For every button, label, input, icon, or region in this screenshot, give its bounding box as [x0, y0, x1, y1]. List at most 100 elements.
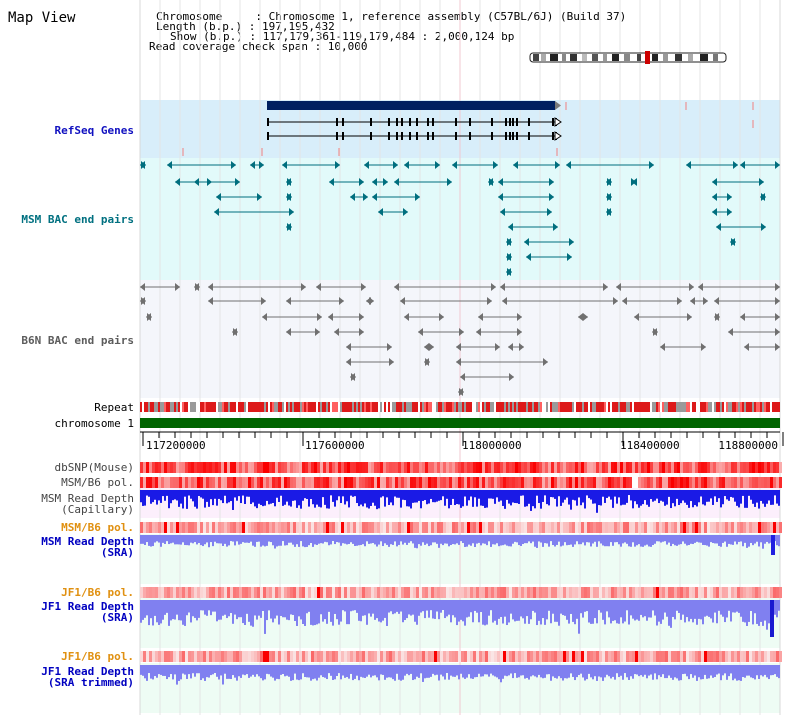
jf1-sra-depth-bar	[348, 600, 350, 625]
msm-sra-depth-bar	[318, 535, 320, 544]
jf1-pol-heatmap-2-cell	[755, 651, 758, 662]
msm-sra-depth-bar	[300, 535, 302, 542]
b6n-bac-end-pair-right-end	[703, 297, 708, 305]
msm-sra-depth-bar	[696, 535, 698, 542]
msm-capillary-depth-bar	[348, 490, 350, 508]
jf1-trimmed-depth-bar	[238, 665, 240, 677]
repeat-element	[312, 402, 314, 412]
heatmap-tracks[interactable]	[140, 462, 782, 662]
dbsnp-heatmap-cell	[713, 462, 716, 473]
msm-bac-end-pair-right-end	[761, 223, 766, 231]
repeat-element	[182, 402, 184, 412]
chromosome-region-bar[interactable]	[140, 418, 780, 428]
jf1-trimmed-depth-bar	[198, 665, 200, 674]
dbsnp-heatmap-cell	[245, 462, 248, 473]
label-dbsnp: dbSNP(Mouse)	[54, 461, 134, 474]
jf1-pol-heatmap-1-cell	[491, 587, 494, 598]
repeat-element	[496, 402, 498, 412]
msm-bac-end-pair-left-end	[216, 193, 221, 201]
msm-sra-depth-bar	[170, 535, 172, 544]
msm-pol-heatmap-1-cell	[410, 477, 413, 488]
jf1-sra-depth-baseline[interactable]	[140, 600, 780, 601]
jf1-sra-depth-bar	[528, 600, 530, 624]
repeat-element	[576, 402, 578, 412]
msm-sra-depth-bar	[538, 535, 540, 542]
msm-pol-heatmap-1-cell	[677, 477, 680, 488]
repeat-element	[654, 402, 656, 412]
jf1-sra-depth-bar	[648, 600, 650, 618]
msm-pol-heatmap-2-cell	[665, 522, 668, 533]
label-jf1-depth-trimmed: JF1 Read Depth (SRA trimmed)	[41, 665, 134, 689]
msm-pol-heatmap-2-cell	[191, 522, 194, 533]
msm-sra-depth-bar	[652, 535, 654, 546]
jf1-trimmed-depth-bar	[494, 665, 496, 677]
jf1-pol-heatmap-2-cell	[257, 651, 260, 662]
jf1-trimmed-depth-bar	[598, 665, 600, 677]
msm-capillary-depth-bar	[462, 490, 464, 507]
jf1-trimmed-depth-bar	[292, 665, 294, 681]
msm-capillary-depth-bar	[364, 490, 366, 504]
b6n-bac-end-pairs-track[interactable]	[140, 283, 780, 396]
msm-pol-heatmap-1-cell	[722, 477, 725, 488]
jf1-sra-depth-bar	[760, 600, 762, 622]
repeat-element	[286, 402, 288, 412]
msm-sra-depth-bar	[400, 535, 402, 542]
chromosome-bar[interactable]	[140, 418, 780, 428]
chromosome-ideogram[interactable]	[529, 51, 727, 64]
jf1-sra-depth-bar	[428, 600, 430, 618]
repeat-element	[302, 402, 304, 412]
repeat-element	[338, 402, 340, 412]
refseq-genes-track[interactable]	[182, 101, 754, 156]
msm-sra-depth-bar	[524, 535, 526, 544]
msm-bac-end-pair-right-end	[489, 178, 494, 186]
msm-sra-depth-bar	[566, 535, 568, 546]
jf1-trimmed-depth-bar	[414, 665, 416, 680]
dbsnp-heatmap-cell	[254, 462, 257, 473]
jf1-pol-heatmap-2-cell	[368, 651, 371, 662]
msm-sra-depth-bar	[352, 535, 354, 544]
msm-pol-heatmap-2-cell	[710, 522, 713, 533]
jf1-pol-heatmap-1-cell	[695, 587, 698, 598]
msm-capillary-depth-bar	[158, 490, 160, 501]
jf1-trimmed-depth-bar	[544, 665, 546, 678]
msm-pol-heatmap-1-cell	[227, 477, 230, 488]
msm-sra-depth-bar	[692, 535, 694, 545]
repeat-element	[358, 402, 360, 412]
jf1-trimmed-depth-baseline[interactable]	[140, 665, 780, 666]
msm-sra-depth-bar	[310, 535, 312, 543]
jf1-trimmed-depth-bar	[196, 665, 198, 674]
dbsnp-heatmap-cell	[635, 462, 638, 473]
b6n-bac-end-pair-right-end	[509, 373, 514, 381]
msm-bac-end-pairs-track[interactable]	[140, 161, 780, 276]
refseq-exon	[552, 132, 554, 140]
jf1-trimmed-depth-bar	[222, 665, 224, 685]
ideogram-position-marker[interactable]	[645, 51, 650, 64]
repeat-element	[176, 402, 178, 412]
msm-sra-depth-bar	[420, 535, 422, 546]
msm-bac-end-pair-right-end	[507, 238, 512, 246]
jf1-sra-depth-bar	[332, 600, 334, 626]
msm-pol-heatmap-2-cell	[248, 522, 251, 533]
msm-capillary-depth-bar	[378, 490, 380, 509]
jf1-pol-heatmap-1-cell	[533, 587, 536, 598]
msm-pol-heatmap-1-cell	[485, 477, 488, 488]
msm-pol-heatmap-1-cell	[248, 477, 251, 488]
msm-pol-heatmap-1-cell	[767, 477, 770, 488]
repeat-element	[274, 402, 276, 412]
msm-bac-end-pair-right-end	[731, 238, 736, 246]
dbsnp-heatmap-cell	[410, 462, 413, 473]
dbsnp-heatmap-cell	[143, 462, 146, 473]
jf1-pol-heatmap-2-cell	[311, 651, 314, 662]
repeat-element	[614, 402, 616, 412]
repeat-track[interactable]	[140, 402, 780, 412]
msm-pol-heatmap-1-cell	[359, 477, 362, 488]
msm-capillary-depth-bar	[644, 490, 646, 501]
jf1-sra-depth-bar	[768, 600, 770, 624]
read-depth-tracks[interactable]	[140, 490, 780, 685]
refseq-gene-region[interactable]	[267, 101, 555, 110]
repeat-element	[416, 402, 418, 412]
msm-sra-depth-baseline[interactable]	[140, 535, 780, 536]
jf1-pol-heatmap-2-cell	[467, 651, 470, 662]
msm-capillary-depth-baseline[interactable]	[140, 490, 780, 491]
